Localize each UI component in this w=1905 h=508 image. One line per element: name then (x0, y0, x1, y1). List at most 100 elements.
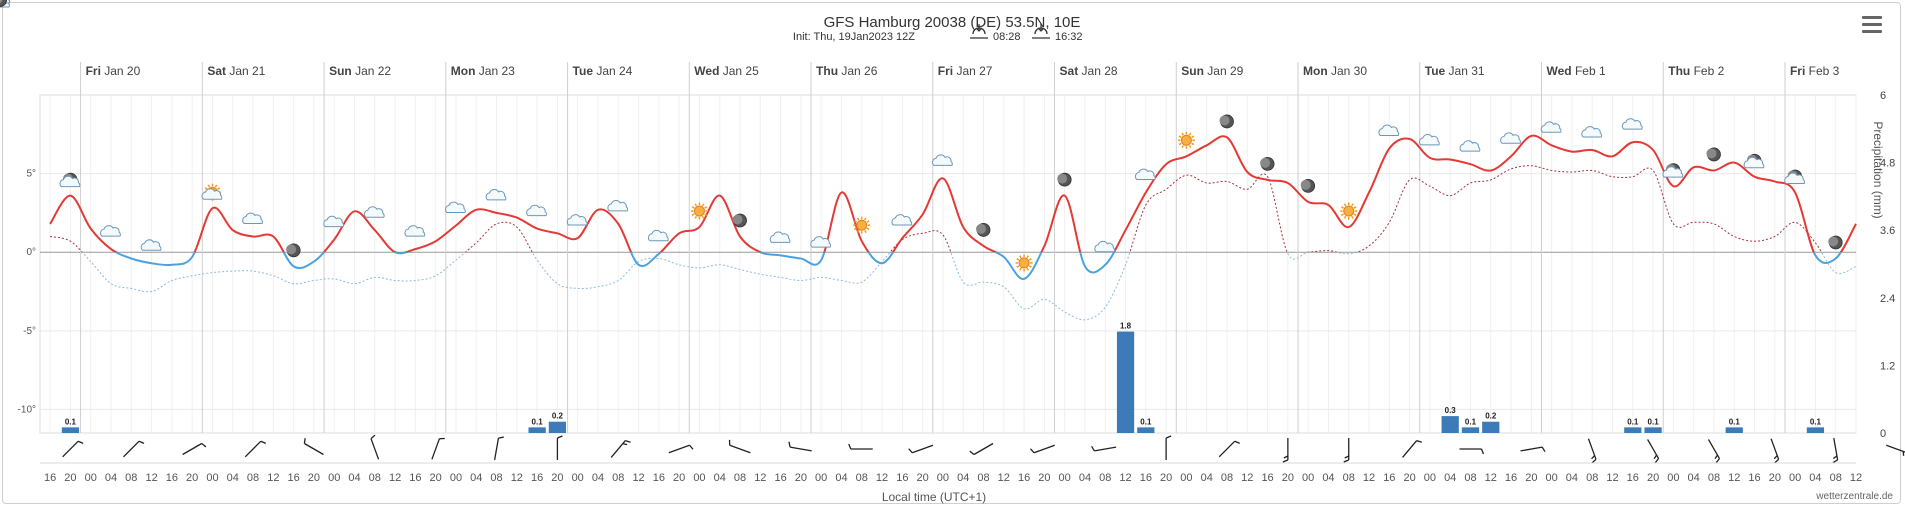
precip-bar (1624, 427, 1642, 433)
chart-title: GFS Hamburg 20038 (DE) 53.5N, 10E (824, 14, 1081, 31)
precip-bar (1137, 427, 1155, 433)
hamburger-menu-icon[interactable] (1862, 16, 1882, 34)
precip-bar (1482, 421, 1500, 433)
x-tick-label: 20 (1160, 472, 1172, 484)
y2-tick-label: 4.8 (1880, 158, 1895, 170)
wind-barb (1707, 439, 1721, 464)
x-tick-label: 04 (1809, 472, 1821, 484)
moon-icon (732, 213, 747, 228)
x-tick-label: 20 (430, 472, 442, 484)
night-cloud-icon (1662, 163, 1684, 178)
x-tick-label: 20 (1769, 472, 1781, 484)
x-tick-label: 00 (1789, 472, 1801, 484)
x-tick-label: 00 (450, 472, 462, 484)
wind-barb (1402, 439, 1422, 458)
x-tick-label: 12 (145, 472, 157, 484)
x-tick-label: 00 (937, 472, 949, 484)
x-tick-label: 08 (247, 472, 259, 484)
day-label: Thu Jan 26 (816, 64, 878, 78)
x-tick-label: 04 (1688, 472, 1700, 484)
precip-bar (1644, 427, 1662, 433)
x-tick-label: 04 (1566, 472, 1578, 484)
precip-bar (1806, 427, 1825, 433)
y-tick-label: -5° (23, 326, 36, 337)
x-tick-label: 20 (1403, 472, 1415, 484)
x-tick-label: 16 (1018, 472, 1030, 484)
sun-icon (1015, 254, 1033, 272)
precip-label: 0.1 (65, 417, 77, 426)
x-tick-label: 16 (653, 472, 665, 484)
x-tick-label: 16 (1140, 472, 1152, 484)
precip-bar (528, 427, 546, 433)
cloud-icon (810, 236, 832, 248)
x-tick-label: 12 (511, 472, 523, 484)
wind-barb (62, 440, 84, 458)
wind-barb (1587, 438, 1597, 464)
x-tick-label: 20 (917, 472, 929, 484)
sunrise-time: 08:28 (993, 31, 1021, 43)
sun-icon (1177, 131, 1195, 149)
y-tick-label: 5° (26, 169, 36, 180)
moon-icon (1260, 156, 1275, 171)
day-label: Wed Feb 1 (1546, 64, 1605, 78)
wind-barb (1520, 446, 1546, 453)
x-tick-label: 16 (1261, 472, 1273, 484)
temperature-line-warm (49, 134, 1857, 253)
day-label: Fri Jan 27 (938, 64, 993, 78)
cloud-icon (1094, 240, 1116, 253)
precip-bar (548, 421, 567, 433)
cloud-icon (1500, 132, 1521, 144)
temperature-lines (49, 134, 1857, 321)
day-label: Tue Jan 31 (1425, 64, 1485, 78)
sunrise-icon (970, 24, 988, 39)
day-label: Mon Jan 23 (451, 64, 515, 78)
init-text: Init: Thu, 19Jan2023 12Z (793, 31, 915, 43)
x-tick-label: 04 (1079, 472, 1091, 484)
sunset-time: 16:32 (1055, 31, 1083, 43)
cloud-icon (140, 239, 162, 251)
wind-barbs (62, 434, 1905, 464)
x-tick-label: 08 (1464, 472, 1476, 484)
x-tick-label: 08 (977, 472, 989, 484)
x-tick-label: 04 (105, 472, 117, 484)
wind-barb (493, 436, 504, 460)
weather-icons (0, 0, 1843, 272)
x-tick-label: 12 (1485, 472, 1497, 484)
wind-barb (969, 442, 994, 456)
x-tick-label: 12 (876, 472, 888, 484)
x-tick-label: 16 (1748, 472, 1760, 484)
x-tick-label: 04 (470, 472, 482, 484)
cloud-icon (607, 200, 629, 212)
y2-tick-label: 3.6 (1880, 225, 1895, 237)
x-tick-label: 12 (267, 472, 279, 484)
moon-icon (1057, 172, 1072, 187)
x-tick-label: 12 (1728, 472, 1740, 484)
x-tick-label: 00 (1546, 472, 1558, 484)
x-tick-label: 08 (1830, 472, 1842, 484)
x-tick-label: 04 (957, 472, 969, 484)
precip-label: 0.2 (552, 412, 564, 421)
y2-tick-label: 6 (1880, 90, 1886, 102)
x-tick-label: 12 (1850, 472, 1862, 484)
x-tick-label: 16 (166, 472, 178, 484)
cloud-icon (445, 201, 466, 213)
dewpoint-line-warm (49, 165, 1823, 253)
cloud-icon (932, 154, 953, 166)
x-tick-label: 16 (531, 472, 543, 484)
day-label: Thu Feb 2 (1668, 64, 1724, 78)
cloud-icon (1459, 140, 1481, 152)
wind-barb (1832, 438, 1839, 464)
x-tick-label: 08 (1099, 472, 1111, 484)
precip-label: 0.1 (532, 417, 544, 426)
day-label: Sat Jan 21 (207, 64, 265, 78)
day-labels: Fri Jan 20 Sat Jan 21 Sun Jan 22 Mon Jan 23… (86, 64, 1840, 78)
x-tick-label: 12 (998, 472, 1010, 484)
cloud-icon (891, 214, 913, 226)
cloud-icon (1419, 134, 1440, 146)
wind-barb (668, 444, 694, 454)
y2-tick-label: 2.4 (1880, 293, 1895, 305)
wind-barb (1029, 444, 1055, 454)
x-tick-label: 04 (835, 472, 847, 484)
x-tick-label: 08 (1343, 472, 1355, 484)
moon-icon (0, 0, 7, 7)
